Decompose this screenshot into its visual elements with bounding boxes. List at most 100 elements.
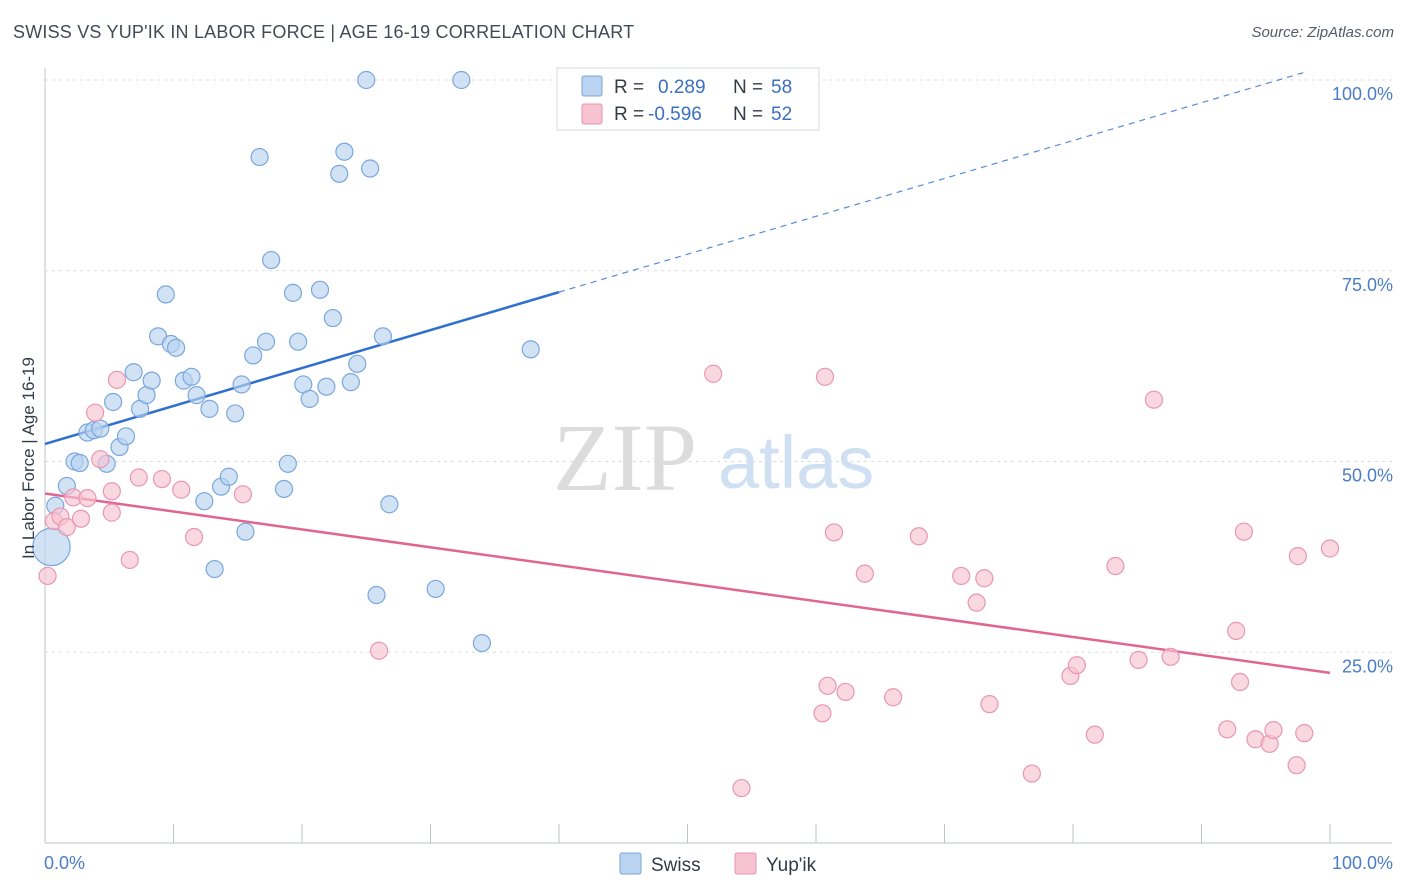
watermark-atlas: atlas <box>718 421 874 504</box>
yupik-point-28 <box>909 527 928 546</box>
axis-layer: 25.0% 50.0% 75.0% 100.0% 0.0% 100.0% <box>44 68 1393 873</box>
yupik-point-30 <box>967 593 986 612</box>
legend-r-value-swiss: 0.289 <box>658 77 706 98</box>
yupik-point-23 <box>818 676 837 695</box>
yupik-point-48 <box>1287 756 1306 775</box>
yupik-point-33 <box>1022 764 1041 783</box>
swiss-point-31 <box>244 346 263 365</box>
yupik-point-15 <box>172 480 191 499</box>
swiss-point-34 <box>262 250 281 270</box>
legend-n-label-yupik: N = <box>733 104 763 125</box>
swiss-point-25 <box>205 559 224 579</box>
yupik-point-9 <box>102 482 121 501</box>
yupik-point-17 <box>233 485 252 504</box>
legend-r-label-swiss: R = <box>614 77 644 98</box>
swiss-point-53 <box>426 579 445 599</box>
trendline-swiss <box>44 290 560 446</box>
watermark-zip: ZIP <box>553 404 697 511</box>
yupik-point-20 <box>732 778 751 798</box>
yupik-point-27 <box>883 688 903 707</box>
swiss-point-42 <box>317 377 336 396</box>
trend-layer <box>44 71 1331 675</box>
legend-n-value-swiss: 58 <box>771 77 792 98</box>
yupik-point-10 <box>102 503 121 522</box>
swiss-point-40 <box>300 389 319 409</box>
yupik-point-14 <box>152 469 172 489</box>
bottom-legend-label-yupik: Yup'ik <box>766 855 817 876</box>
yupik-point-21 <box>813 704 832 723</box>
yupik-point-18 <box>370 641 389 660</box>
swiss-point-45 <box>335 142 354 161</box>
swiss-point-30 <box>236 522 255 541</box>
swiss-point-29 <box>232 375 251 394</box>
yupik-point-32 <box>980 695 999 714</box>
swiss-point-21 <box>182 367 201 386</box>
yupik-point-51 <box>1320 539 1340 558</box>
swiss-point-28 <box>226 404 245 423</box>
yupik-point-7 <box>86 403 105 422</box>
yupik-point-44 <box>1234 522 1254 541</box>
y-tick-label-100: 100.0% <box>1332 84 1393 104</box>
yupik-point-42 <box>1227 621 1246 640</box>
x-tick-label-100: 100.0% <box>1332 853 1393 873</box>
swiss-point-54 <box>452 70 471 90</box>
swiss-point-47 <box>348 354 367 373</box>
yupik-point-16 <box>184 527 204 547</box>
yupik-point-13 <box>129 468 148 487</box>
swiss-point-32 <box>250 147 269 167</box>
yupik-point-24 <box>824 523 844 542</box>
swiss-point-38 <box>289 332 308 351</box>
swiss-point-9 <box>104 392 123 412</box>
swiss-point-41 <box>310 280 330 299</box>
swiss-point-49 <box>361 159 380 178</box>
yupik-point-31 <box>975 569 994 588</box>
yupik-point-47 <box>1264 720 1283 740</box>
swiss-point-19 <box>166 338 186 357</box>
bottom-legend-label-swiss: Swiss <box>651 855 701 876</box>
yupik-point-19 <box>704 364 723 383</box>
swiss-point-4 <box>70 453 89 473</box>
swiss-point-52 <box>380 495 399 514</box>
yupik-point-25 <box>836 682 855 702</box>
trendline-swiss-extension <box>558 71 1305 293</box>
yupik-point-8 <box>91 450 110 469</box>
swiss-point-7 <box>91 419 110 438</box>
legend-n-value-yupik: 52 <box>771 104 792 125</box>
grid-layer <box>45 79 1392 653</box>
yupik-point-29 <box>952 566 971 586</box>
yupik-point-36 <box>1085 725 1104 744</box>
yupik-point-39 <box>1144 390 1164 409</box>
bottom-legend-swatch-yupik <box>734 852 757 875</box>
swiss-point-33 <box>256 332 276 351</box>
legend-swatch-swiss <box>581 75 603 97</box>
yupik-point-40 <box>1161 647 1180 666</box>
swiss-point-11 <box>116 427 136 446</box>
yupik-point-50 <box>1295 724 1314 743</box>
swiss-point-24 <box>200 399 219 418</box>
correlation-legend: R = 0.289 N = 58 R = -0.596 N = 52 <box>556 67 820 131</box>
swiss-point-22 <box>187 386 206 405</box>
yupik-point-37 <box>1106 556 1125 576</box>
swiss-point-36 <box>278 454 297 473</box>
legend-r-value-yupik: -0.596 <box>648 104 702 125</box>
yupik-point-5 <box>71 509 91 528</box>
yupik-point-6 <box>78 489 97 508</box>
swiss-point-43 <box>323 308 342 328</box>
swiss-point-37 <box>283 283 303 302</box>
y-axis-label: In Labor Force | Age 16-19 <box>19 357 38 559</box>
bottom-legend-swatch-swiss <box>619 852 642 875</box>
swiss-point-35 <box>274 479 294 499</box>
swiss-point-48 <box>357 70 376 90</box>
yupik-point-3 <box>57 518 76 537</box>
yupik-point-43 <box>1230 672 1250 692</box>
yupik-point-26 <box>855 564 874 583</box>
swiss-point-44 <box>330 164 349 183</box>
watermark: ZIP atlas <box>553 404 874 511</box>
y-tick-label-75: 75.0% <box>1342 275 1393 295</box>
yupik-point-0 <box>38 566 57 586</box>
yupik-point-41 <box>1218 720 1237 739</box>
x-tick-label-0: 0.0% <box>44 853 85 873</box>
swiss-point-15 <box>142 371 161 390</box>
swiss-point-51 <box>373 327 393 346</box>
